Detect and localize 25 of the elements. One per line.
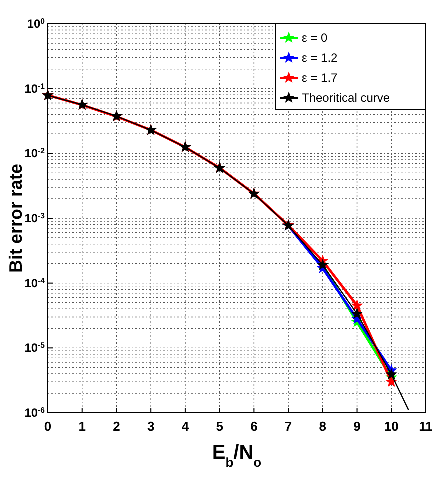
x-tick-label: 0 xyxy=(44,419,52,434)
x-tick-label: 7 xyxy=(284,419,292,434)
x-tick-label: 11 xyxy=(419,419,433,434)
y-tick-label: 10$^{-4}$ xyxy=(24,276,46,290)
x-tick-label: 10 xyxy=(384,419,399,434)
x-tick-label: 4 xyxy=(182,419,190,434)
y-tick-label: 10$^{-5}$ xyxy=(24,340,46,356)
y-tick-label: 10$^{-6}$ xyxy=(24,406,46,420)
legend-label: Theoritical curve xyxy=(302,91,390,105)
y-tick-label: 10$^{-3}$ xyxy=(24,211,46,226)
x-tick-label: 9 xyxy=(354,419,361,434)
x-tick-label: 6 xyxy=(250,419,258,434)
x-axis-title: E$_{b}$/N$_{o}$ xyxy=(212,442,262,470)
x-tick-label: 8 xyxy=(319,419,327,434)
y-tick-label: 10$^{-2}$ xyxy=(24,146,46,161)
x-tick-label: 1 xyxy=(78,419,86,434)
legend-label: ε = 0 xyxy=(302,31,328,45)
y-axis-title: Bit error rate xyxy=(6,164,26,274)
x-tick-label: 2 xyxy=(113,419,120,434)
legend-label: ε = 1.2 xyxy=(302,51,338,65)
y-tick-label: 10$^{0}$ xyxy=(27,16,46,31)
x-tick-label: 3 xyxy=(147,419,155,434)
x-tick-label: 5 xyxy=(216,419,224,434)
y-tick-label: 10$^{-1}$ xyxy=(24,81,46,96)
legend-label: ε = 1.7 xyxy=(302,71,338,85)
